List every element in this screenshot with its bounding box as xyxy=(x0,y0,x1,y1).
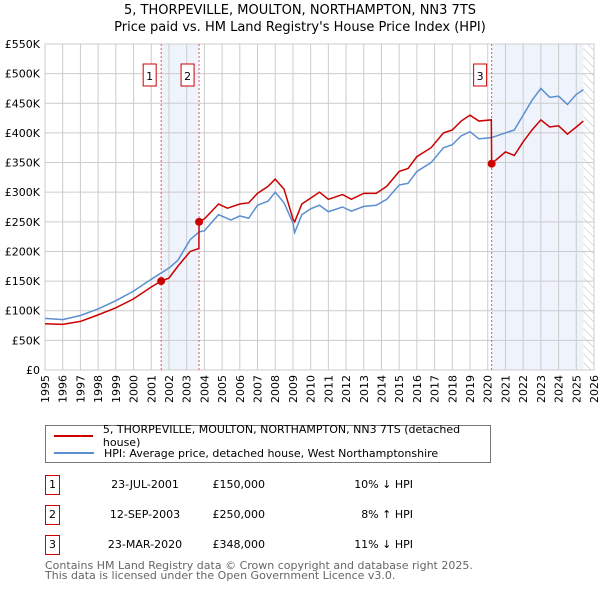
shaded-period xyxy=(491,44,584,370)
sale-date: 12-SEP-2003 xyxy=(109,508,181,521)
y-tick-label: £300K xyxy=(5,186,41,199)
series-line-property xyxy=(44,114,584,326)
x-tick-label: 2019 xyxy=(464,375,477,403)
x-tick-label: 2008 xyxy=(269,375,282,403)
shaded-period xyxy=(161,44,200,370)
y-tick-label: £250K xyxy=(5,216,41,229)
x-tick-label: 2024 xyxy=(553,375,566,403)
x-tick-label: 2010 xyxy=(305,375,318,403)
y-tick-label: £150K xyxy=(5,275,41,288)
x-tick-label: 2025 xyxy=(570,375,583,403)
y-tick-label: £550K xyxy=(5,38,41,51)
forecast-hatch xyxy=(583,44,594,370)
sale-label: 2 xyxy=(184,70,191,83)
sale-marker-box: 1 xyxy=(45,475,60,495)
plot-border xyxy=(44,43,595,371)
sale-row: 1 23-JUL-2001 £150,000 10% ↓ HPI xyxy=(45,475,445,495)
legend: 5, THORPEVILLE, MOULTON, NORTHAMPTON, NN… xyxy=(45,423,491,463)
sale-price: £150,000 xyxy=(212,478,266,491)
x-tick-label: 2021 xyxy=(499,375,512,403)
footer: Contains HM Land Registry data © Crown c… xyxy=(45,559,473,582)
x-tick-label: 2012 xyxy=(340,375,353,403)
sale-point xyxy=(157,277,166,286)
x-tick-label: 2006 xyxy=(234,375,247,403)
x-tick-label: 2015 xyxy=(393,375,406,403)
y-tick-label: £200K xyxy=(5,245,41,258)
x-tick-label: 2000 xyxy=(128,375,141,403)
x-tick-label: 2007 xyxy=(252,375,265,403)
x-tick-label: 2001 xyxy=(145,375,158,403)
legend-swatch xyxy=(54,452,94,454)
legend-item-property: 5, THORPEVILLE, MOULTON, NORTHAMPTON, NN… xyxy=(54,423,490,449)
x-tick-label: 2004 xyxy=(198,375,211,403)
x-tick-label: 2017 xyxy=(429,375,442,403)
sale-label-box xyxy=(180,63,195,87)
x-tick-label: 2016 xyxy=(411,375,424,403)
sale-hpi-diff: 11% ↓ HPI xyxy=(354,538,413,551)
sale-date: 23-JUL-2001 xyxy=(111,478,179,491)
y-tick-label: £400K xyxy=(5,127,41,140)
chart-subtitle: Price paid vs. HM Land Registry's House … xyxy=(114,20,486,35)
sale-label-box xyxy=(473,63,488,87)
sale-label: 3 xyxy=(477,70,484,83)
x-tick-label: 2003 xyxy=(181,375,194,403)
y-tick-label: £0 xyxy=(26,364,40,377)
y-tick-label: £50K xyxy=(12,334,41,347)
sale-label: 1 xyxy=(146,70,153,83)
x-tick-label: 2002 xyxy=(163,375,176,403)
sale-hpi-diff: 8% ↑ HPI xyxy=(361,508,413,521)
x-tick-label: 1998 xyxy=(92,375,105,403)
x-tick-label: 2020 xyxy=(482,375,495,403)
chart-title: 5, THORPEVILLE, MOULTON, NORTHAMPTON, NN… xyxy=(123,3,477,18)
plot-area: 1995 1996 1997 1998 1999 2000 2001 2002 2003 2004… xyxy=(5,38,600,403)
x-tick-label: 1995 xyxy=(39,375,52,403)
legend-item-hpi: HPI: Average price, detached house, West… xyxy=(54,445,438,461)
y-tick-label: £500K xyxy=(5,68,41,81)
sale-marker-box: 3 xyxy=(45,535,60,555)
x-tick-label: 2005 xyxy=(216,375,229,403)
x-tick-label: 2014 xyxy=(375,375,388,403)
x-tick-label: 2026 xyxy=(588,375,600,403)
x-tick-label: 2022 xyxy=(517,375,530,403)
sale-price: £348,000 xyxy=(212,538,266,551)
sale-row: 2 12-SEP-2003 £250,000 8% ↑ HPI xyxy=(45,505,445,525)
sale-hpi-diff: 10% ↓ HPI xyxy=(354,478,413,491)
x-tick-label: 2009 xyxy=(287,375,300,403)
x-tick-label: 1999 xyxy=(110,375,123,403)
x-tick-label: 2018 xyxy=(446,375,459,403)
legend-swatch xyxy=(54,435,93,437)
x-tick-label: 2011 xyxy=(322,375,335,403)
footer-line-1: Contains HM Land Registry data © Crown c… xyxy=(45,559,473,572)
sale-point xyxy=(487,159,496,168)
sale-marker-box: 2 xyxy=(45,505,60,525)
x-tick-label: 2013 xyxy=(358,375,371,403)
y-tick-label: £450K xyxy=(5,97,41,110)
sale-point xyxy=(195,217,204,226)
legend-label: 5, THORPEVILLE, MOULTON, NORTHAMPTON, NN… xyxy=(102,423,461,449)
sale-row: 3 23-MAR-2020 £348,000 11% ↓ HPI xyxy=(45,535,445,555)
x-tick-label: 2023 xyxy=(535,375,548,403)
sale-price: £250,000 xyxy=(212,508,266,521)
series-line-hpi xyxy=(44,87,584,321)
x-tick-label: 1997 xyxy=(74,375,87,403)
y-tick-label: £350K xyxy=(5,157,41,170)
x-tick-label: 1996 xyxy=(57,375,70,403)
sale-date: 23-MAR-2020 xyxy=(107,538,183,551)
legend-label: HPI: Average price, detached house, West… xyxy=(104,446,439,460)
y-tick-label: £100K xyxy=(5,305,41,318)
footer-line-2: This data is licensed under the Open Gov… xyxy=(45,569,396,582)
sale-label-box xyxy=(142,63,157,87)
